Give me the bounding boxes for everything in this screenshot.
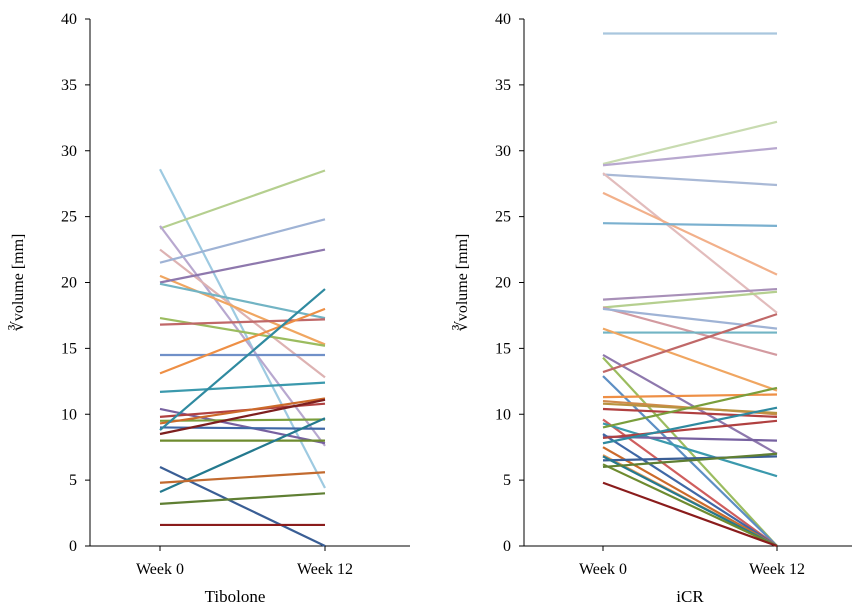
- series-line: [602, 172, 778, 314]
- series-line: [602, 354, 778, 455]
- y-tick-label: 20: [61, 275, 77, 292]
- series-line: [602, 327, 778, 392]
- series-line: [159, 274, 326, 346]
- series-line: [602, 433, 778, 547]
- series-line: [602, 191, 778, 276]
- series-line: [602, 407, 778, 418]
- y-tick-label: 5: [503, 472, 511, 489]
- x-tick-label: Week 0: [579, 561, 627, 578]
- series-line: [159, 398, 326, 436]
- series-line: [159, 381, 326, 393]
- series-line: [159, 218, 326, 264]
- y-tick-label: 5: [69, 472, 77, 489]
- series-line: [159, 492, 326, 505]
- series-line: [602, 481, 778, 548]
- series-line: [602, 307, 778, 330]
- series-line: [602, 406, 778, 445]
- series-line: [602, 120, 778, 165]
- y-tick-label: 25: [495, 209, 511, 226]
- series-line: [159, 169, 326, 230]
- series-line: [602, 306, 778, 357]
- y-tick-label: 10: [61, 406, 77, 423]
- y-tick-label: 40: [61, 11, 77, 28]
- panel-title: Tibolone: [205, 587, 266, 606]
- y-tick-label: 25: [61, 209, 77, 226]
- series-line: [159, 248, 326, 284]
- series-line: [602, 455, 778, 547]
- y-axis-label: ∛volume [mm]: [452, 234, 471, 332]
- series-line: [159, 471, 326, 484]
- series-line: [602, 287, 778, 301]
- y-tick-label: 15: [495, 340, 511, 357]
- series-line: [602, 418, 778, 547]
- series-line: [602, 463, 778, 547]
- y-tick-label: 35: [61, 77, 77, 94]
- series-line: [159, 397, 326, 425]
- series-line: [602, 290, 778, 309]
- series-line: [159, 288, 326, 431]
- y-tick-label: 10: [495, 406, 511, 423]
- series-line: [602, 313, 778, 374]
- series-line: [159, 225, 326, 447]
- x-tick-label: Week 12: [297, 561, 353, 578]
- series-line: [159, 417, 326, 493]
- series-line: [159, 168, 326, 489]
- x-tick-label: Week 0: [136, 561, 184, 578]
- series-line: [602, 222, 778, 227]
- series-line: [602, 173, 778, 187]
- y-tick-label: 0: [503, 538, 511, 555]
- series-line: [159, 418, 326, 422]
- series-line: [602, 422, 778, 478]
- panel-tibolone: 0 5 10 15 20 25 30 35 40 Week 0 Week 12 Tibolone ∛vo…: [8, 11, 410, 606]
- series-line: [602, 147, 778, 167]
- series-line: [602, 419, 778, 440]
- panel-icr: 0 5 10 15 20 25 30 35 40 Week 0 Week 12 iCR ∛volume …: [452, 11, 852, 606]
- y-tick-label: 0: [69, 538, 77, 555]
- series-line: [159, 465, 326, 547]
- y-tick-label: 15: [61, 340, 77, 357]
- panel-title: iCR: [676, 587, 704, 606]
- x-tick-label: Week 12: [749, 561, 805, 578]
- y-axis-label: ∛volume [mm]: [8, 234, 27, 332]
- series-line: [602, 452, 778, 469]
- y-tick-label: 30: [61, 143, 77, 160]
- series-line: [602, 386, 778, 429]
- y-tick-label: 40: [495, 11, 511, 28]
- y-tick-label: 30: [495, 143, 511, 160]
- y-tick-label: 20: [495, 275, 511, 292]
- series-line: [602, 356, 778, 547]
- y-tick-label: 35: [495, 77, 511, 94]
- series-line: [159, 307, 326, 375]
